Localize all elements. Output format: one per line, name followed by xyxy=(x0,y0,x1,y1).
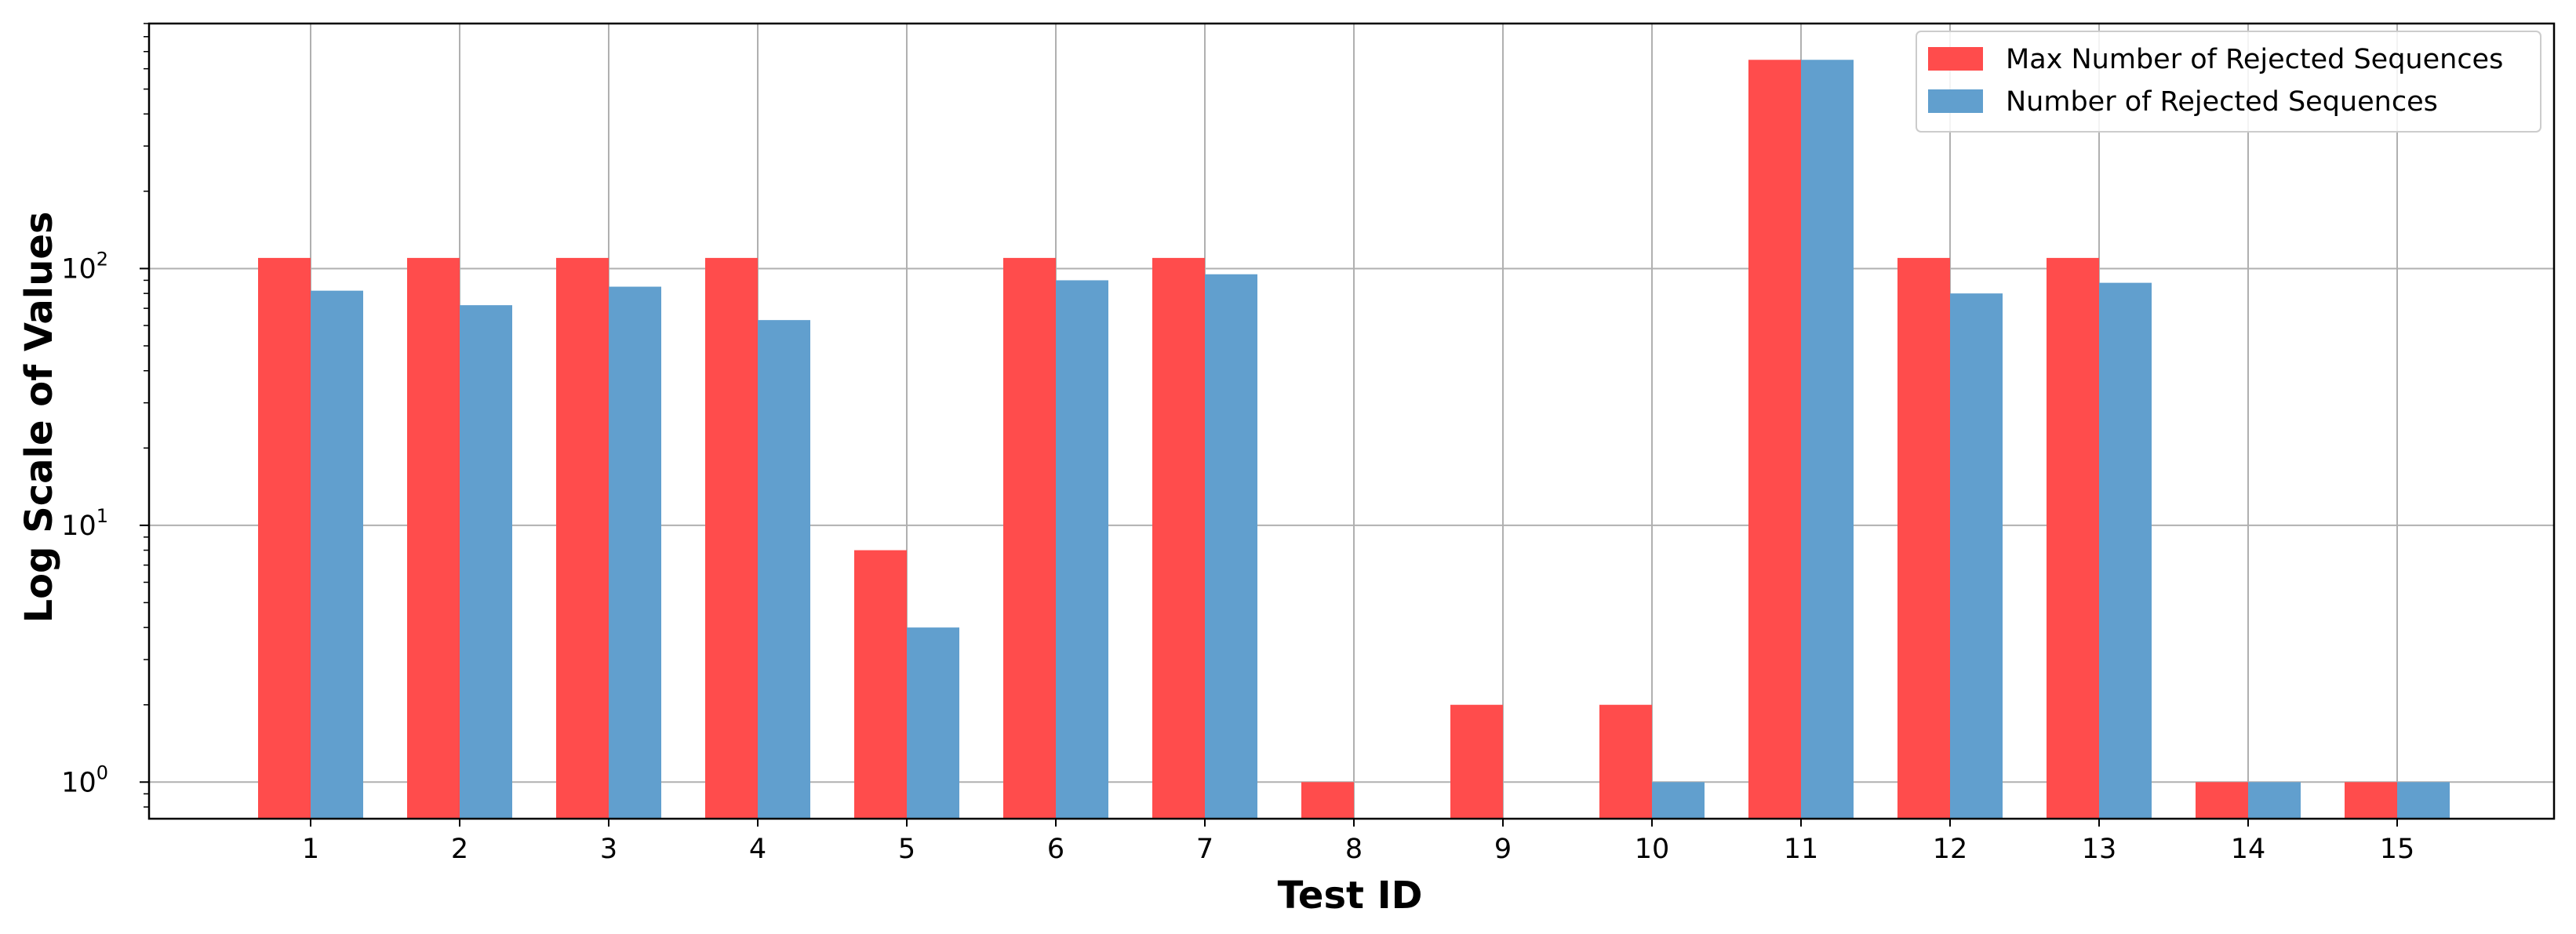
x-tick-label: 7 xyxy=(1196,834,1213,865)
bar-series2-test-13 xyxy=(2099,282,2152,819)
bar-series2-test-3 xyxy=(609,286,661,819)
x-tick-label: 15 xyxy=(2380,834,2415,865)
bar-series1-test-8 xyxy=(1301,782,1354,819)
bar-series1-test-12 xyxy=(1897,257,1950,819)
bar-series1-test-3 xyxy=(556,257,609,819)
bar-series1-test-5 xyxy=(854,550,907,819)
bar-series2-test-5 xyxy=(907,627,959,819)
plot-frame xyxy=(147,22,2556,820)
x-tick-label: 14 xyxy=(2231,834,2266,865)
y-tick-label: 102 xyxy=(61,248,108,285)
bar-series1-test-6 xyxy=(1003,257,1056,819)
y-axis-label: Log Scale of Values xyxy=(17,212,61,623)
legend-label-1: Max Number of Rejected Sequences xyxy=(2006,44,2503,75)
bars xyxy=(258,60,2450,820)
bar-series1-test-13 xyxy=(2047,257,2099,819)
bar-series2-test-12 xyxy=(1950,293,2003,820)
bar-series1-test-1 xyxy=(258,257,311,819)
legend: Max Number of Rejected Sequences Number o… xyxy=(1916,31,2541,133)
x-tick-label: 4 xyxy=(749,834,766,865)
bar-series2-test-4 xyxy=(758,320,810,820)
x-tick-label: 9 xyxy=(1494,834,1512,865)
bar-series2-test-6 xyxy=(1056,280,1108,820)
bar-series1-test-14 xyxy=(2196,782,2248,819)
bar-series1-test-4 xyxy=(705,257,758,819)
y-tick-label: 101 xyxy=(61,505,108,542)
bar-series1-test-11 xyxy=(1748,60,1801,820)
legend-swatch-1 xyxy=(1928,47,1983,71)
bar-series2-test-14 xyxy=(2248,782,2301,819)
x-tick-label: 3 xyxy=(600,834,617,865)
bar-series2-test-7 xyxy=(1205,274,1257,820)
x-tick-label: 12 xyxy=(1933,834,1968,865)
bar-series1-test-7 xyxy=(1152,257,1205,819)
bar-series1-test-2 xyxy=(407,257,460,819)
axes xyxy=(147,22,2556,820)
legend-label-2: Number of Rejected Sequences xyxy=(2006,86,2438,118)
x-tick-label: 10 xyxy=(1635,834,1670,865)
bar-series2-test-2 xyxy=(460,305,512,820)
x-tick-label: 2 xyxy=(451,834,468,865)
x-axis-label: Test ID xyxy=(1278,874,1423,918)
y-tick-label: 100 xyxy=(61,761,108,798)
bar-series2-test-1 xyxy=(311,290,363,820)
x-tick-label: 6 xyxy=(1047,834,1064,865)
legend-box xyxy=(1916,31,2541,133)
x-tick-label: 13 xyxy=(2082,834,2117,865)
bar-series1-test-9 xyxy=(1450,704,1503,819)
bar-series2-test-10 xyxy=(1652,782,1705,819)
x-tick-label: 8 xyxy=(1345,834,1363,865)
bar-series1-test-10 xyxy=(1599,704,1652,819)
bar-series1-test-15 xyxy=(2345,782,2397,819)
x-tick-label: 5 xyxy=(898,834,915,865)
x-tick-label: 11 xyxy=(1784,834,1819,865)
x-tick-label: 1 xyxy=(302,834,319,865)
bar-series2-test-11 xyxy=(1801,60,1854,820)
bar-series2-test-15 xyxy=(2397,782,2450,819)
legend-swatch-2 xyxy=(1928,89,1983,113)
